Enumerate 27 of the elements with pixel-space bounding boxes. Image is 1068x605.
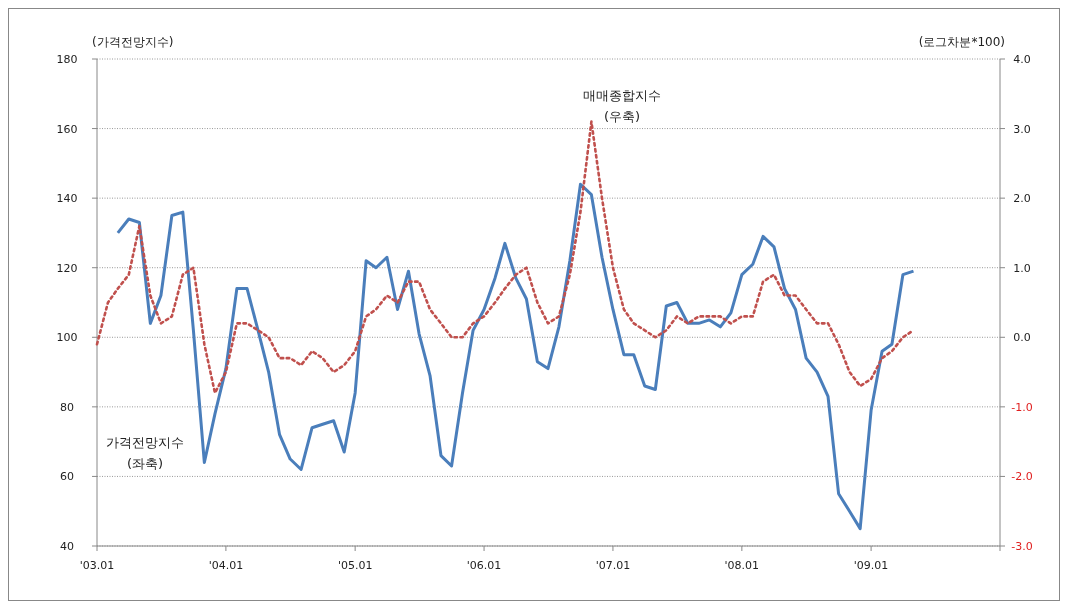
y-tick-label: 100 xyxy=(56,331,78,345)
y-tick-label: 140 xyxy=(56,192,78,206)
x-tick-label: '04.01 xyxy=(208,559,244,572)
x-tick-label: '09.01 xyxy=(853,559,889,572)
y2-tick-label: 4.0 xyxy=(1013,53,1031,66)
x-tick-label: '03.01 xyxy=(79,559,115,572)
y-tick-label: 60 xyxy=(60,470,74,484)
series-label: 매매종합지수 (우축) xyxy=(583,88,661,124)
y-tick-label: 120 xyxy=(56,261,78,275)
y-tick-label: 180 xyxy=(56,53,78,66)
y-tick-label: 160 xyxy=(56,122,78,136)
y2-tick-label: 3.0 xyxy=(1013,122,1031,136)
y2-tick-label: -1.0 xyxy=(1011,400,1033,414)
y2-tick-label: 2.0 xyxy=(1013,192,1031,206)
x-tick-label: '08.01 xyxy=(724,559,760,572)
x-tick-label: '05.01 xyxy=(337,559,373,572)
series-label: 가격전망지수 (좌축) xyxy=(106,435,184,471)
y2-tick-label: -2.0 xyxy=(1011,470,1033,484)
x-tick-label: '07.01 xyxy=(595,559,631,572)
y2-tick-label: 0.0 xyxy=(1013,331,1031,345)
x-tick-label: '06.01 xyxy=(466,559,502,572)
y2-axis-title: (로그차분*100) xyxy=(918,35,1005,49)
y2-tick-label: -3.0 xyxy=(1011,540,1033,553)
y-axis-title: (가격전망지수) xyxy=(92,35,174,49)
y-tick-label: 80 xyxy=(60,400,74,414)
y2-tick-label: 1.0 xyxy=(1013,261,1031,275)
y-tick-label: 40 xyxy=(60,540,74,553)
